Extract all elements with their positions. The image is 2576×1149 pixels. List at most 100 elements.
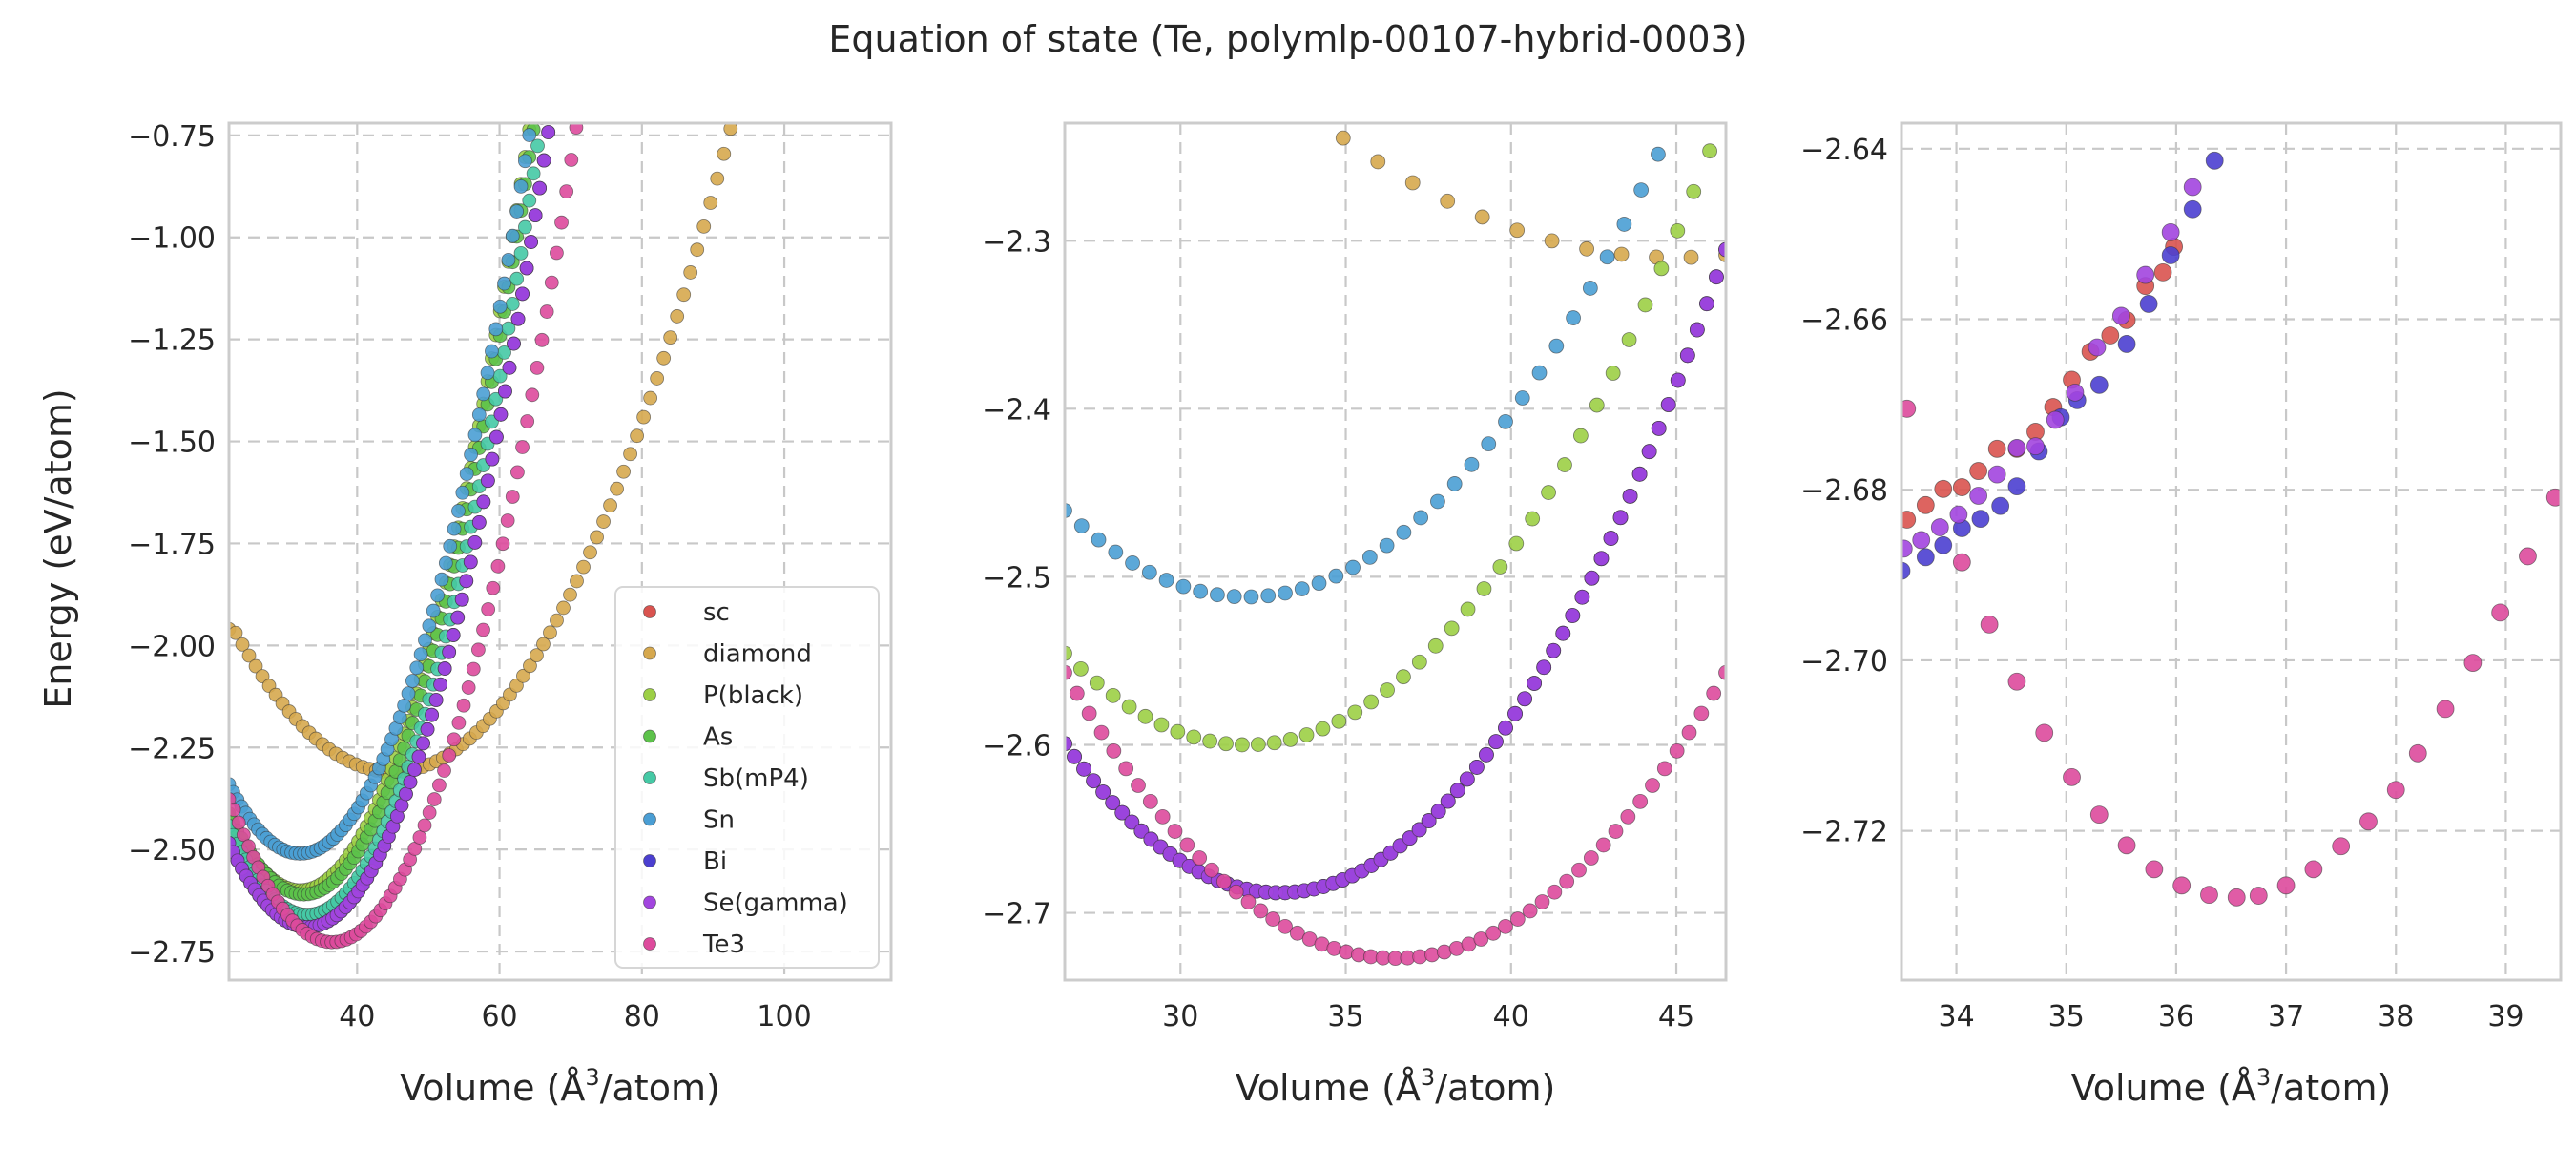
data-point-se-gamma	[528, 208, 543, 222]
data-point-se-gamma	[524, 235, 538, 249]
legend-marker	[643, 937, 656, 951]
data-point-bi	[1934, 535, 1953, 554]
data-point-bi	[2007, 477, 2026, 496]
data-point-se-gamma	[1411, 822, 1427, 838]
data-point-diamond	[590, 530, 604, 545]
data-point-te3	[2436, 700, 2455, 719]
data-point-se-gamma	[1133, 823, 1150, 839]
data-point-p-black	[1347, 704, 1363, 721]
data-point-se-gamma	[2183, 178, 2202, 197]
data-point-se-gamma	[536, 153, 551, 168]
data-point-diamond	[530, 648, 544, 663]
data-point-se-gamma	[416, 736, 430, 751]
data-point-diamond	[229, 625, 243, 640]
data-point-se-gamma	[454, 592, 469, 607]
legend-item-sb-mp4[interactable]: Sb(mP4)	[643, 764, 809, 793]
data-point-se-gamma	[446, 628, 461, 642]
data-point-se-gamma	[510, 311, 526, 326]
legend[interactable]: sc diamond P(black) As Sb(mP4) Sn Bi Se(gamma) T…	[614, 586, 880, 969]
data-point-te3	[2172, 876, 2192, 895]
data-point-sn	[1514, 390, 1530, 406]
data-point-te3	[1215, 873, 1232, 889]
legend-label: P(black)	[703, 681, 803, 710]
data-point-se-gamma	[1593, 551, 1610, 567]
data-point-sn	[401, 686, 416, 701]
data-point-sn	[455, 485, 470, 500]
data-point-te3	[1485, 925, 1502, 941]
data-point-te3	[2463, 654, 2483, 673]
data-point-se-gamma	[1969, 487, 1988, 505]
data-point-se-gamma	[2111, 306, 2130, 325]
x-tick-label: 45	[1658, 1000, 1694, 1034]
legend-item-te3[interactable]: Te3	[643, 930, 746, 959]
data-point-sn	[1108, 544, 1124, 560]
data-point-te3	[1118, 761, 1134, 777]
legend-marker	[643, 646, 656, 660]
data-point-se-gamma	[532, 180, 548, 196]
data-point-se-gamma	[1565, 608, 1581, 623]
data-point-se-gamma	[1651, 420, 1667, 436]
data-point-te3	[2063, 767, 2081, 786]
data-point-se-gamma	[476, 494, 491, 510]
data-point-p-black	[1266, 735, 1282, 751]
data-point-diamond	[248, 658, 263, 674]
data-point-se-gamma	[1459, 771, 1475, 787]
legend-item-diamond[interactable]: diamond	[643, 640, 812, 669]
data-point-te3	[1240, 894, 1257, 909]
data-point-p-black	[1702, 143, 1717, 159]
legend-item-as[interactable]: As	[643, 723, 734, 752]
y-tick-label: −2.66	[1800, 304, 1888, 338]
data-point-diamond	[509, 678, 524, 693]
data-point-te3	[1681, 724, 1697, 741]
data-point-se-gamma	[1536, 659, 1552, 676]
data-point-se-gamma	[1095, 784, 1111, 800]
data-point-sn	[409, 660, 425, 676]
y-tick-label: −2.75	[128, 936, 216, 970]
legend-item-se-gamma[interactable]: Se(gamma)	[643, 889, 848, 918]
data-point-te3	[1608, 824, 1624, 839]
data-point-sn	[1226, 589, 1242, 605]
data-point-te3	[500, 513, 515, 528]
data-point-te3	[544, 275, 559, 290]
data-point-se-gamma	[489, 429, 504, 445]
series-diamond	[229, 123, 738, 780]
legend-item-sn[interactable]: Sn	[643, 806, 735, 835]
data-point-te3	[476, 622, 490, 637]
data-point-p-black	[1105, 687, 1121, 703]
data-point-sn	[497, 276, 511, 291]
data-point-sn	[405, 674, 420, 688]
legend-item-bi[interactable]: Bi	[643, 847, 728, 876]
legend-item-sc[interactable]: sc	[643, 598, 730, 627]
data-point-te3	[1106, 742, 1122, 759]
panel-zoom: 30 35 40 45 −2.7 −2.6 −2.5 −2.4 −2.3 Volume (Å3/a…	[982, 121, 1728, 1109]
data-point-te3	[461, 680, 476, 695]
data-point-se-gamma	[1546, 642, 1562, 658]
data-point-sn	[438, 555, 453, 571]
legend-label: Sb(mP4)	[703, 764, 809, 793]
data-point-te3	[515, 440, 530, 454]
data-point-te3	[534, 332, 550, 347]
data-point-se-gamma	[450, 610, 466, 625]
data-point-te3	[1265, 911, 1281, 927]
data-point-sn	[1582, 281, 1598, 296]
data-point-te3	[539, 304, 554, 319]
data-point-se-gamma	[407, 763, 422, 777]
legend-item-p-black[interactable]: P(black)	[643, 681, 803, 710]
data-point-te3	[412, 830, 427, 845]
y-tick-label: −2.64	[1800, 134, 1888, 167]
data-point-diamond	[570, 574, 584, 589]
x-tick-label: 36	[2158, 1000, 2194, 1034]
data-point-p-black	[1315, 721, 1331, 737]
data-point-te3	[2089, 805, 2109, 825]
data-point-te3	[1142, 793, 1158, 809]
data-point-diamond	[596, 514, 611, 529]
data-point-sn	[1210, 587, 1225, 603]
data-point-diamond	[1613, 246, 1630, 262]
data-point-diamond	[656, 350, 672, 366]
legend-label: diamond	[703, 640, 812, 669]
data-point-sb-mp4	[522, 193, 537, 208]
x-tick-label: 40	[339, 1000, 375, 1034]
data-point-se-gamma	[1479, 746, 1494, 763]
data-point-sn	[480, 366, 495, 381]
legend-label: Bi	[703, 847, 727, 876]
